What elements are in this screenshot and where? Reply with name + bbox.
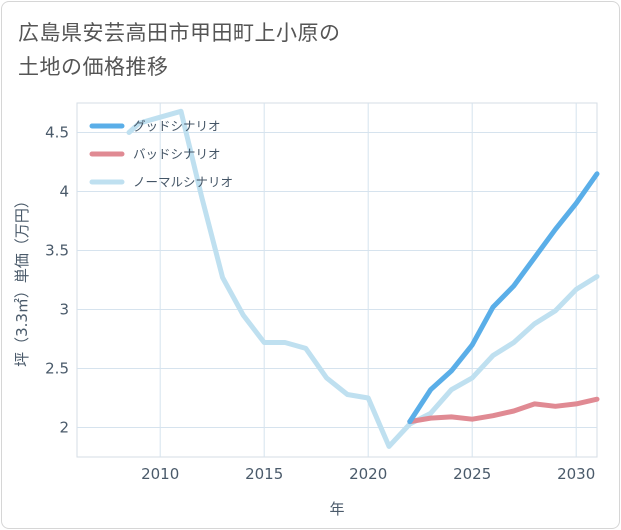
series-line-1: [407, 396, 600, 425]
chart-title: 広島県安芸高田市甲田町上小原の 土地の価格推移: [18, 16, 341, 84]
y-tick-label: 2.5: [45, 360, 69, 378]
y-axis-label: 坪（3.3㎡）単価（万円）: [13, 193, 31, 367]
series-layer: [126, 108, 600, 449]
y-tick-label: 3: [59, 301, 69, 319]
y-tick-label: 3.5: [45, 242, 69, 260]
x-tick-label: 2015: [245, 465, 283, 483]
plot-frame: [76, 102, 598, 458]
legend-label-0: グッドシナリオ: [133, 119, 221, 134]
legend-label-1: バッドシナリオ: [133, 147, 221, 162]
x-tick-label: 2025: [453, 465, 491, 483]
y-tick-label: 2: [59, 419, 69, 437]
title-line-1: 広島県安芸高田市甲田町上小原の: [18, 21, 341, 45]
plot-area: [76, 102, 598, 458]
y-tick-label: 4.5: [45, 124, 69, 142]
x-axis-ticks: 2010 2015 2020 2025 2030: [141, 465, 595, 483]
legend-label-2: ノーマルシナリオ: [133, 175, 233, 190]
x-axis-label: 年: [329, 500, 344, 518]
x-tick-label: 2010: [141, 465, 179, 483]
series-line-2: [126, 108, 600, 449]
series-line-0: [407, 171, 600, 425]
y-tick-label: 4: [59, 183, 69, 201]
y-axis-ticks: 2 2.5 3 3.5 4 4.5: [45, 124, 69, 437]
x-tick-label: 2020: [349, 465, 387, 483]
x-tick-label: 2030: [557, 465, 595, 483]
title-line-2: 土地の価格推移: [18, 55, 169, 79]
